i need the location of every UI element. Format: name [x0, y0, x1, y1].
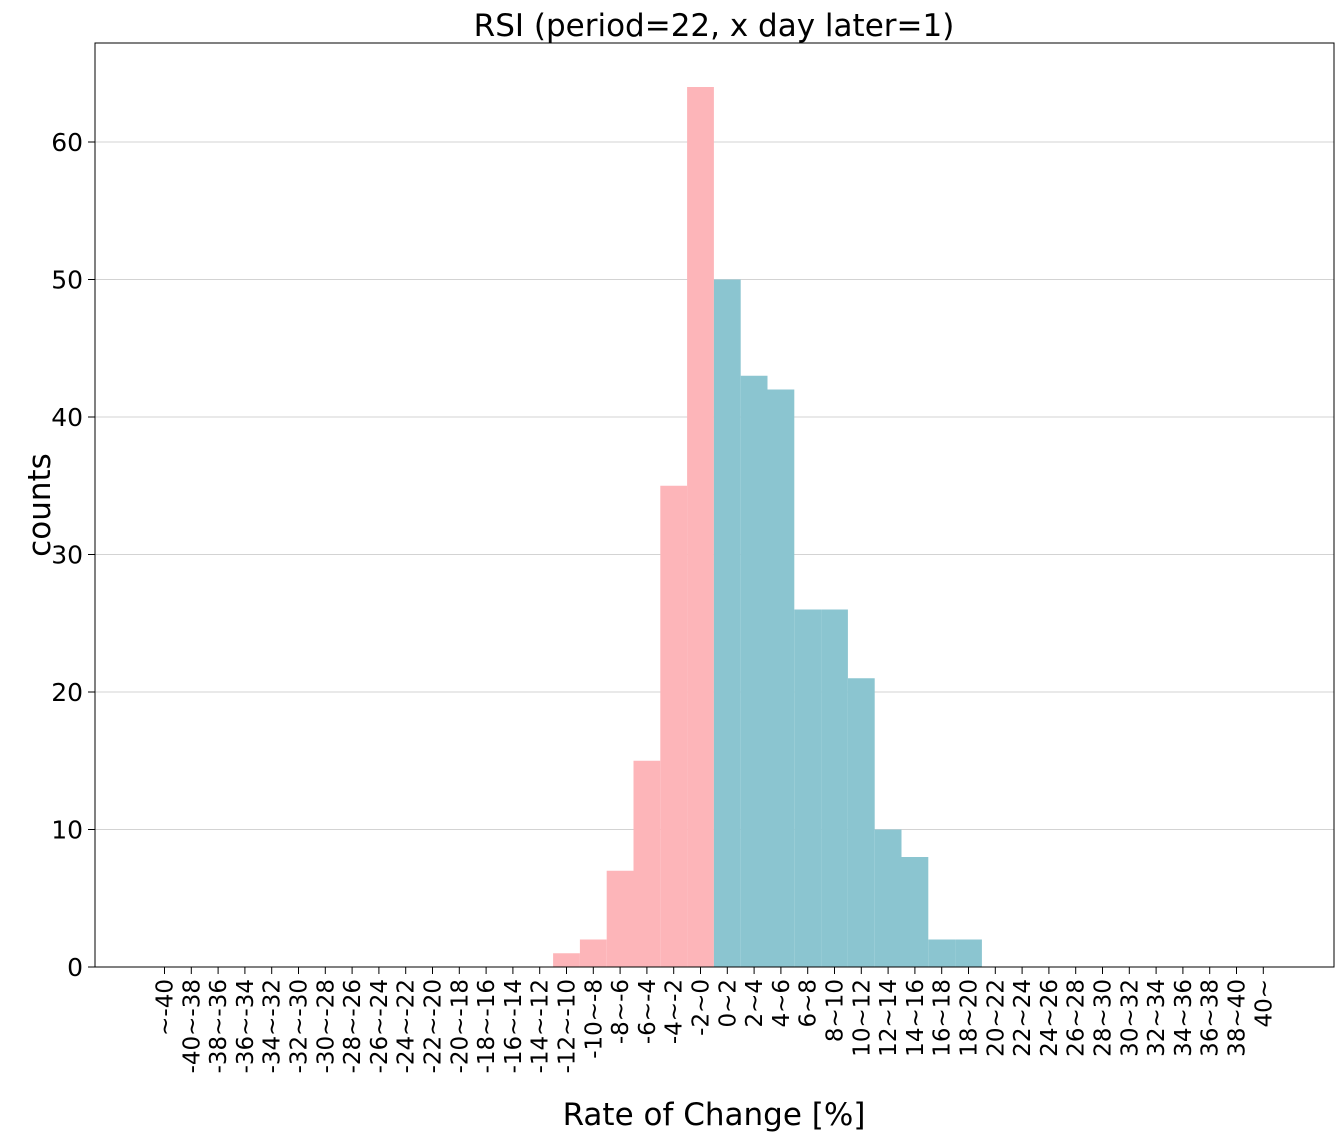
x-tick-label: -34~-32	[260, 979, 286, 1073]
bar	[713, 279, 741, 967]
x-tick-label: -36~-34	[233, 979, 259, 1073]
x-tick-label: 40~	[1251, 979, 1277, 1028]
x-tick-label: 20~22	[983, 979, 1009, 1057]
x-tick-label: 28~30	[1091, 979, 1117, 1057]
bar	[874, 829, 902, 967]
x-tick-label: -24~-22	[394, 979, 420, 1073]
x-tick-label: -28~-26	[340, 979, 366, 1073]
x-tick-label: -14~-12	[528, 979, 554, 1073]
bar	[740, 375, 768, 967]
x-tick-label: -32~-30	[287, 979, 313, 1073]
y-axis-ticks: 0 10 20 30 40 50 60	[51, 128, 95, 982]
x-tick-label: 8~10	[823, 979, 849, 1042]
x-tick-label: -26~-24	[367, 979, 393, 1073]
bar	[553, 953, 580, 967]
x-tick-label: 16~18	[930, 979, 956, 1057]
x-tick-label: -22~-20	[421, 979, 447, 1073]
x-tick-label: -2~0	[689, 979, 715, 1036]
x-tick-label: 0~2	[715, 979, 741, 1028]
bar	[928, 939, 956, 967]
x-tick-label: 30~32	[1117, 979, 1143, 1057]
bar	[606, 870, 634, 967]
x-tick-label: -8~-6	[608, 979, 634, 1044]
y-axis-label: counts	[22, 453, 58, 557]
x-tick-label: ~-40	[153, 979, 179, 1036]
x-tick-label: 2~4	[742, 979, 768, 1028]
x-tick-label: 24~26	[1037, 979, 1063, 1057]
bar	[901, 857, 929, 967]
x-tick-label: -38~-36	[206, 979, 232, 1073]
bar	[955, 939, 982, 967]
bar	[794, 609, 822, 967]
x-tick-label: 10~12	[849, 979, 875, 1057]
bar	[687, 87, 714, 967]
x-tick-label: 26~28	[1064, 979, 1090, 1057]
bar	[633, 760, 661, 967]
x-tick-label: -30~-28	[313, 979, 339, 1073]
x-tick-label: 32~34	[1144, 979, 1170, 1057]
x-tick-label: 22~24	[1010, 979, 1036, 1057]
x-tick-label: -40~-38	[179, 979, 205, 1073]
x-tick-label: -10~-8	[581, 979, 607, 1059]
y-tick-label: 20	[51, 678, 83, 707]
bar	[847, 678, 875, 967]
chart-title: RSI (period=22, x day later=1)	[474, 8, 955, 44]
y-tick-label: 40	[51, 403, 83, 432]
x-axis-ticks: ~-40 -40~-38 -38~-36 -36~-34 -34~-32 -32~-30-…	[153, 967, 1277, 1073]
y-tick-label: 50	[51, 266, 83, 295]
x-tick-label: 34~36	[1171, 979, 1197, 1057]
x-tick-label: 14~16	[903, 979, 929, 1057]
x-tick-label: 6~8	[796, 979, 822, 1028]
x-tick-label: -6~-4	[635, 979, 661, 1044]
y-tick-label: 30	[51, 541, 83, 570]
x-tick-label: 18~20	[957, 979, 983, 1057]
bar	[579, 939, 607, 967]
x-tick-label: -16~-14	[501, 979, 527, 1073]
x-tick-label: -20~-18	[447, 979, 473, 1073]
x-tick-label: 36~38	[1198, 979, 1224, 1057]
bar	[767, 389, 795, 967]
y-tick-label: 60	[51, 128, 83, 157]
bar	[821, 609, 848, 967]
x-tick-label: 12~14	[876, 979, 902, 1057]
x-tick-label: 4~6	[769, 979, 795, 1028]
x-tick-label: -12~-10	[555, 979, 581, 1073]
y-tick-label: 0	[67, 953, 83, 982]
y-tick-label: 10	[51, 816, 83, 845]
x-axis-label: Rate of Change [%]	[563, 1097, 866, 1133]
x-tick-label: 38~40	[1225, 979, 1251, 1057]
x-tick-label: -18~-16	[474, 979, 500, 1073]
plot-frame	[94, 42, 1335, 968]
bars	[553, 87, 982, 967]
bar	[660, 485, 688, 967]
x-tick-label: -4~-2	[662, 979, 688, 1044]
